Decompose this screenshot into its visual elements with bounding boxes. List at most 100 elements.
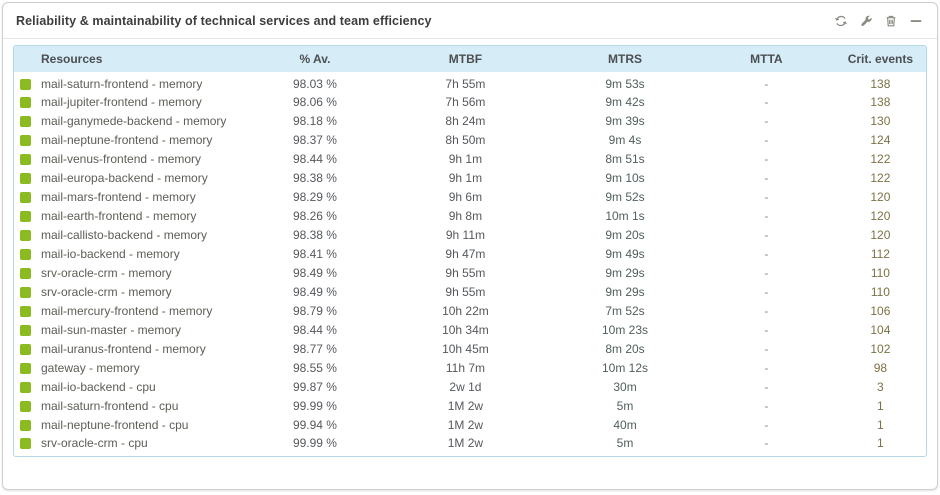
minimize-button[interactable] [907,12,925,30]
mtbf-value: 10h 45m [442,342,489,356]
status-ok-icon [20,172,31,184]
mtta-value: - [764,361,769,375]
availability-value: 99.87 % [292,380,337,394]
mtrs-value: 30m [613,380,637,394]
availability-value: 98.26 % [292,209,337,223]
status-ok-icon [20,115,31,127]
mtbf-value: 2w 1d [449,380,482,394]
mtta-value: - [764,190,769,204]
table-row[interactable]: gateway - memory 98.55 % 11h 7m 10m 12s … [14,358,926,377]
resource-name: mail-callisto-backend - memory [41,228,208,242]
table-row[interactable]: srv-oracle-crm - memory 98.49 % 9h 55m 9… [14,282,926,301]
mtbf-value: 8h 24m [445,114,486,128]
status-ok-icon [20,437,31,449]
resource-name: mail-earth-frontend - memory [41,209,197,223]
mtbf-value: 10h 34m [442,323,489,337]
table-row[interactable]: mail-uranus-frontend - memory 98.77 % 10… [14,339,926,358]
table-row[interactable]: mail-callisto-backend - memory 98.38 % 9… [14,225,926,244]
settings-button[interactable] [857,12,875,30]
mtta-value: - [764,133,769,147]
mtbf-value: 9h 1m [448,152,483,166]
table-row[interactable]: mail-jupiter-frontend - memory 98.06 % 7… [14,92,926,111]
mtrs-value: 5m [616,436,634,450]
mtta-value: - [764,323,769,337]
crit-events-value: 110 [870,266,890,280]
mtrs-value: 10m 23s [602,323,649,337]
table-row[interactable]: srv-oracle-crm - cpu 99.99 % 1M 2w 5m - … [14,434,926,456]
mtta-value: - [764,418,769,432]
crit-events-value: 120 [870,190,891,204]
delete-button[interactable] [882,12,900,30]
mtbf-value: 9h 1m [448,171,483,185]
table-row[interactable]: mail-venus-frontend - memory 98.44 % 9h … [14,149,926,168]
mtrs-value: 10m 12s [602,361,649,375]
column-header-resources: Resources [14,46,252,72]
resource-name: mail-saturn-frontend - memory [41,77,203,91]
status-ok-icon [20,419,31,431]
mtrs-value: 8m 20s [605,342,645,356]
mtta-value: - [764,380,769,394]
status-ok-icon [20,229,31,241]
resource-name: mail-uranus-frontend - memory [41,342,206,356]
crit-events-value: 110 [870,285,890,299]
availability-value: 98.37 % [292,133,337,147]
status-ok-icon [20,210,31,222]
mtrs-value: 9m 29s [605,285,645,299]
table-row[interactable]: mail-io-backend - cpu 99.87 % 2w 1d 30m … [14,377,926,396]
table-row[interactable]: mail-io-backend - memory 98.41 % 9h 47m … [14,244,926,263]
mtrs-value: 9m 29s [605,266,645,280]
resource-name: mail-mercury-frontend - memory [41,304,213,318]
mtrs-value: 8m 51s [605,152,645,166]
table-row[interactable]: mail-saturn-frontend - cpu 99.99 % 1M 2w… [14,396,926,415]
wrench-icon [859,14,873,28]
resource-name: mail-neptune-frontend - cpu [41,418,189,432]
status-ok-icon [20,286,31,298]
table-row[interactable]: mail-mars-frontend - memory 98.29 % 9h 6… [14,187,926,206]
crit-events-value: 1 [877,418,884,432]
table-row[interactable]: mail-europa-backend - memory 98.38 % 9h … [14,168,926,187]
refresh-button[interactable] [832,12,850,30]
status-ok-icon [20,267,31,279]
resource-name: mail-jupiter-frontend - memory [41,95,202,109]
mtta-value: - [764,285,769,299]
resource-name: mail-sun-master - memory [41,323,182,337]
mtbf-value: 7h 55m [445,77,486,91]
mtrs-value: 9m 39s [605,114,645,128]
crit-events-value: 130 [870,114,891,128]
status-ok-icon [20,381,31,393]
table-row[interactable]: mail-saturn-frontend - memory 98.03 % 7h… [14,72,926,92]
resource-name: srv-oracle-crm - cpu [41,436,148,450]
resource-name: srv-oracle-crm - memory [41,285,172,299]
availability-value: 98.38 % [292,171,337,185]
table-row[interactable]: mail-sun-master - memory 98.44 % 10h 34m… [14,320,926,339]
crit-events-value: 102 [870,342,891,356]
table-row[interactable]: srv-oracle-crm - memory 98.49 % 9h 55m 9… [14,263,926,282]
mtta-value: - [764,266,769,280]
crit-events-value: 120 [870,228,891,242]
crit-events-value: 3 [877,380,884,394]
table-row[interactable]: mail-neptune-frontend - memory 98.37 % 8… [14,130,926,149]
crit-events-value: 98 [873,361,888,375]
mtta-value: - [764,209,769,223]
mtta-value: - [764,304,769,318]
mtbf-value: 1M 2w [447,418,484,432]
column-header-mtta: MTTA [697,46,835,72]
table-row[interactable]: mail-mercury-frontend - memory 98.79 % 1… [14,301,926,320]
mtrs-value: 9m 53s [605,77,645,91]
mtta-value: - [764,95,769,109]
crit-events-value: 1 [877,436,884,450]
table-row[interactable]: mail-earth-frontend - memory 98.26 % 9h … [14,206,926,225]
status-ok-icon [20,362,31,374]
mtta-value: - [764,171,769,185]
mtbf-value: 9h 55m [445,266,486,280]
crit-events-value: 106 [870,304,891,318]
mtbf-value: 9h 8m [448,209,483,223]
mtrs-value: 9m 4s [608,133,642,147]
mtta-value: - [764,342,769,356]
availability-value: 99.99 % [292,436,337,450]
status-ok-icon [20,324,31,336]
mtbf-value: 1M 2w [447,436,484,450]
table-row[interactable]: mail-ganymede-backend - memory 98.18 % 8… [14,111,926,130]
table-row[interactable]: mail-neptune-frontend - cpu 99.94 % 1M 2… [14,415,926,434]
